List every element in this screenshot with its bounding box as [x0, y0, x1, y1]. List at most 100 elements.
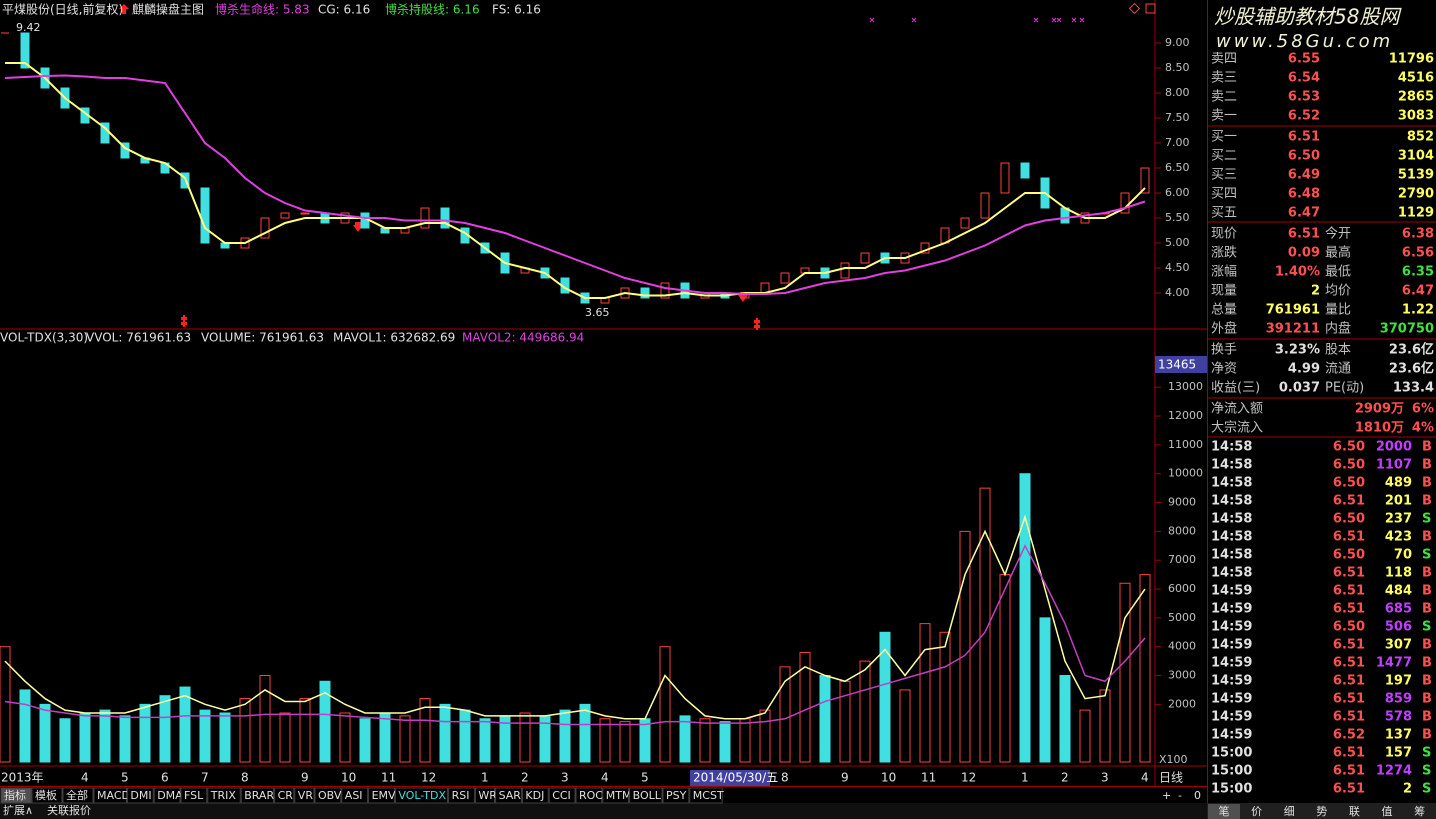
- tick-volume: 484: [1385, 584, 1412, 599]
- side-tab[interactable]: [1240, 804, 1273, 819]
- side-tab-label[interactable]: 笔: [1219, 804, 1230, 818]
- tick-side: B: [1422, 566, 1432, 581]
- tab[interactable]: [126, 787, 154, 804]
- tab-label[interactable]: BOLL: [633, 789, 662, 802]
- tab[interactable]: [548, 787, 576, 804]
- tab-label[interactable]: PSY: [666, 789, 687, 802]
- tick-side: B: [1422, 710, 1432, 725]
- tab[interactable]: [153, 787, 181, 804]
- tab[interactable]: [521, 787, 549, 804]
- side-tab-label[interactable]: 价: [1251, 805, 1262, 818]
- control[interactable]: -: [1178, 789, 1182, 802]
- tab[interactable]: [294, 787, 315, 804]
- stat-label: 股本: [1325, 343, 1351, 358]
- volume-bar: [299, 698, 311, 763]
- cursor-value-box: [1155, 356, 1207, 373]
- tab[interactable]: [341, 787, 369, 804]
- tab-label[interactable]: OBV: [318, 789, 342, 802]
- side-tab-label[interactable]: 筹: [1414, 804, 1425, 818]
- tab-label[interactable]: FSL: [184, 789, 204, 802]
- x-tick-label: 3: [1101, 771, 1109, 785]
- footer-tab[interactable]: 关联报价: [47, 803, 91, 817]
- tab[interactable]: [474, 787, 496, 804]
- tab[interactable]: [448, 787, 475, 804]
- tab[interactable]: [629, 787, 663, 804]
- tab-label[interactable]: RSI: [452, 789, 470, 802]
- tab[interactable]: [394, 787, 449, 804]
- side-tab-label[interactable]: 势: [1316, 805, 1327, 818]
- tick-price: 6.51: [1333, 764, 1365, 779]
- tab-label[interactable]: VR: [298, 789, 314, 802]
- tick-volume: 1274: [1376, 764, 1412, 779]
- side-tab[interactable]: [1273, 804, 1306, 819]
- tab-label[interactable]: 全部: [66, 788, 88, 802]
- indicator-label: 博杀生命线: 5.83: [215, 2, 310, 17]
- tab[interactable]: [0, 787, 32, 804]
- tab[interactable]: [368, 787, 395, 804]
- volume-bar: [979, 487, 991, 763]
- volume-bar: [0, 646, 11, 763]
- tab-label[interactable]: EMV: [372, 789, 396, 802]
- tab-label[interactable]: DMA: [157, 789, 183, 802]
- side-tab-label[interactable]: 细: [1284, 805, 1295, 818]
- tab[interactable]: [93, 787, 127, 804]
- tab[interactable]: [662, 787, 690, 804]
- side-tab[interactable]: [1403, 804, 1436, 819]
- tick-side: B: [1422, 476, 1432, 491]
- footer-tab[interactable]: 扩展∧: [3, 803, 33, 817]
- tab[interactable]: [314, 787, 342, 804]
- tick-time: 14:59: [1211, 584, 1252, 599]
- tick-volume: 137: [1385, 728, 1412, 743]
- tab-label[interactable]: CCI: [552, 789, 571, 802]
- book-volume: 3083: [1398, 109, 1434, 124]
- tab[interactable]: [62, 787, 94, 804]
- tab-label[interactable]: DMI: [130, 789, 151, 802]
- tab-label[interactable]: MCST: [693, 789, 724, 802]
- side-tab[interactable]: [1371, 804, 1403, 819]
- tab[interactable]: [602, 787, 630, 804]
- book-label: 卖四: [1211, 52, 1237, 67]
- tab-label[interactable]: MTM: [606, 789, 632, 802]
- tab-label[interactable]: ROC: [579, 789, 603, 802]
- control[interactable]: +: [1162, 789, 1171, 802]
- side-tab-label[interactable]: 值: [1382, 805, 1393, 818]
- tab[interactable]: [495, 787, 522, 804]
- tab[interactable]: [575, 787, 603, 804]
- tab-label[interactable]: MACD: [97, 789, 130, 802]
- y-tick-label: 6000: [1168, 582, 1196, 595]
- tab-label[interactable]: KDJ: [525, 789, 544, 802]
- tab[interactable]: [180, 787, 208, 804]
- tab-label[interactable]: ASI: [345, 789, 363, 802]
- tab-label[interactable]: VOL-TDX: [398, 789, 446, 802]
- tab[interactable]: [689, 787, 723, 804]
- tab-label[interactable]: SAR: [499, 789, 522, 802]
- book-price: 6.54: [1288, 71, 1320, 86]
- side-tab[interactable]: [1208, 804, 1240, 819]
- stat-label: 涨幅: [1211, 265, 1237, 280]
- book-volume: 2865: [1398, 90, 1434, 105]
- book-label: 买五: [1211, 206, 1237, 221]
- tick-time: 14:59: [1211, 692, 1252, 707]
- tab-label[interactable]: 模板: [35, 788, 57, 802]
- icon[interactable]: [1128, 2, 1141, 15]
- tab-label[interactable]: CR: [278, 789, 294, 802]
- tab[interactable]: [207, 787, 241, 804]
- tick-side: B: [1422, 530, 1432, 545]
- volume-bar: [1099, 689, 1111, 763]
- side-tab[interactable]: [1338, 804, 1371, 819]
- book-label: 卖一: [1211, 109, 1237, 124]
- tab[interactable]: [31, 787, 63, 804]
- tab[interactable]: [240, 787, 275, 804]
- tab-label[interactable]: TRIX: [210, 789, 237, 802]
- tab-label[interactable]: BRAR: [244, 789, 274, 802]
- tab[interactable]: [274, 787, 295, 804]
- icon[interactable]: [1145, 3, 1156, 14]
- tab-label[interactable]: 指标: [4, 788, 26, 802]
- control[interactable]: 0: [1194, 789, 1201, 802]
- tab-label[interactable]: WR: [478, 789, 497, 802]
- side-tab[interactable]: [1305, 804, 1338, 819]
- side-tab-label[interactable]: 联: [1349, 805, 1360, 818]
- y-tick-label: 2000: [1168, 697, 1196, 710]
